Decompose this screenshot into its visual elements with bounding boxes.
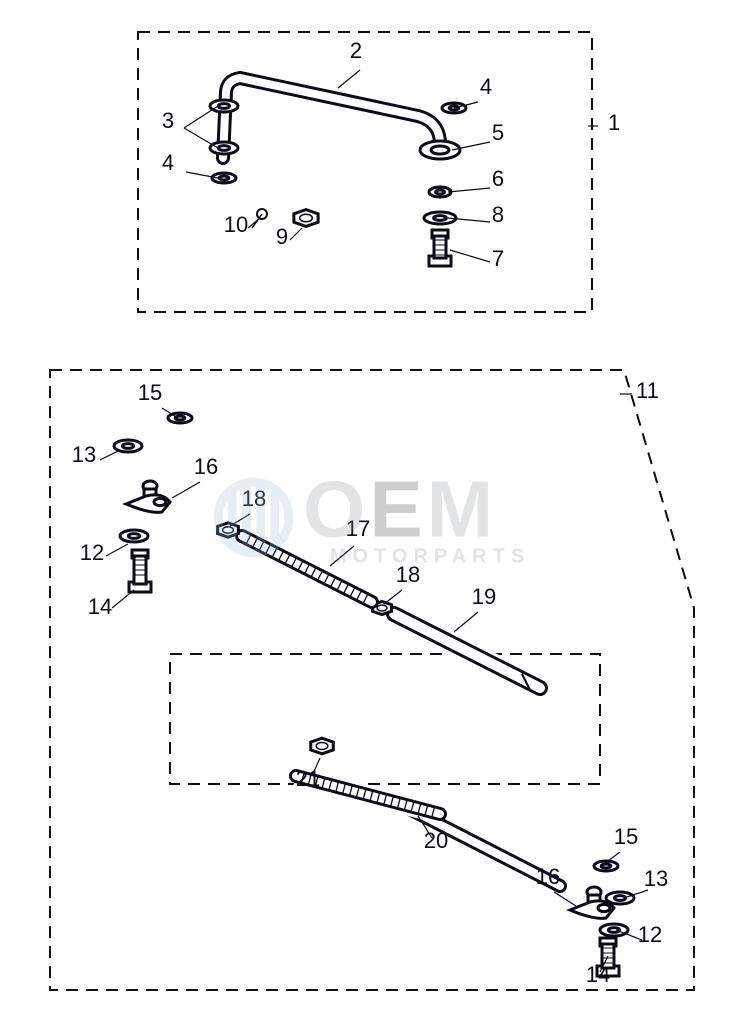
svg-text:18: 18	[242, 486, 266, 511]
svg-text:16: 16	[194, 454, 218, 479]
svg-text:1: 1	[608, 110, 620, 135]
svg-text:5: 5	[492, 120, 504, 145]
svg-text:7: 7	[492, 246, 504, 271]
svg-text:8: 8	[492, 202, 504, 227]
svg-text:15: 15	[614, 824, 638, 849]
svg-text:9: 9	[276, 224, 288, 249]
svg-text:19: 19	[472, 584, 496, 609]
svg-text:12: 12	[638, 922, 662, 947]
svg-text:4: 4	[162, 150, 174, 175]
svg-text:14: 14	[88, 594, 112, 619]
svg-text:3: 3	[162, 108, 174, 133]
svg-text:16: 16	[536, 864, 560, 889]
svg-text:12: 12	[80, 540, 104, 565]
svg-text:11: 11	[636, 378, 659, 403]
svg-text:13: 13	[644, 866, 668, 891]
svg-text:13: 13	[72, 442, 96, 467]
svg-text:14: 14	[586, 962, 610, 987]
svg-text:6: 6	[492, 166, 504, 191]
diagram-canvas: 1112344568791015131618121417181921201513…	[0, 0, 740, 1031]
svg-text:20: 20	[424, 828, 448, 853]
svg-text:10: 10	[224, 212, 248, 237]
svg-text:2: 2	[350, 38, 362, 63]
svg-text:17: 17	[346, 516, 370, 541]
svg-text:18: 18	[396, 562, 420, 587]
svg-text:15: 15	[138, 380, 162, 405]
svg-text:21: 21	[296, 766, 320, 791]
svg-text:4: 4	[480, 74, 492, 99]
